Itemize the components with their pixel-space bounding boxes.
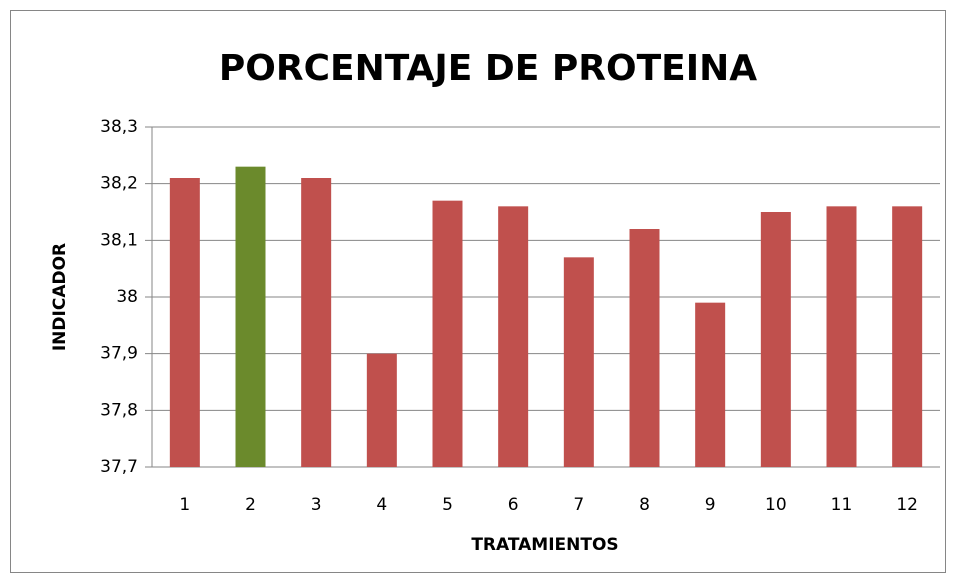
bar xyxy=(498,206,529,468)
x-tick-label: 4 xyxy=(376,495,387,515)
bar xyxy=(892,206,923,468)
bar xyxy=(169,178,200,467)
bar xyxy=(563,257,594,467)
y-tick-label: 37,9 xyxy=(100,344,138,364)
y-tick-label: 38,1 xyxy=(100,230,138,250)
bar xyxy=(235,166,266,467)
y-tick-label: 38,3 xyxy=(100,117,138,137)
bar xyxy=(301,178,332,467)
y-tick-label: 38 xyxy=(116,287,138,307)
x-tick-label: 6 xyxy=(508,495,519,515)
x-tick-label: 5 xyxy=(442,495,453,515)
bar xyxy=(629,229,660,467)
x-tick-label: 11 xyxy=(831,495,853,515)
bar xyxy=(826,206,857,468)
y-axis-label: INDICADOR xyxy=(50,243,70,351)
chart-title: PORCENTAJE DE PROTEINA xyxy=(219,48,757,89)
x-tick-label: 1 xyxy=(179,495,190,515)
bar xyxy=(760,212,791,467)
x-tick-label: 2 xyxy=(245,495,256,515)
y-tick-label: 37,7 xyxy=(100,457,138,477)
x-tick-label: 3 xyxy=(311,495,322,515)
x-tick-label: 9 xyxy=(705,495,716,515)
x-tick-label: 12 xyxy=(896,495,918,515)
y-tick-label: 38,2 xyxy=(100,174,138,194)
x-tick-label: 10 xyxy=(765,495,787,515)
x-tick-label: 8 xyxy=(639,495,650,515)
x-tick-label: 7 xyxy=(573,495,584,515)
chart-frame xyxy=(10,10,946,573)
x-axis-label: TRATAMIENTOS xyxy=(471,535,618,555)
y-tick-label: 37,8 xyxy=(100,400,138,420)
bar xyxy=(366,353,397,467)
bar xyxy=(432,200,463,467)
bar xyxy=(695,302,726,467)
